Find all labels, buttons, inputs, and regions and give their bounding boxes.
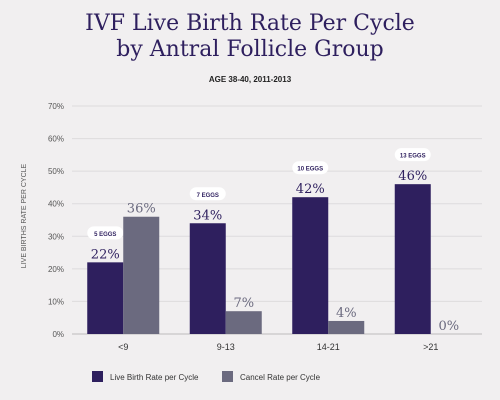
- bar-value-label: 4%: [336, 306, 357, 321]
- bar-live-birth: [87, 262, 124, 334]
- bar-live-birth: [394, 184, 431, 334]
- y-tick-label: 10%: [48, 297, 64, 306]
- legend-label: Live Birth Rate per Cycle: [110, 373, 199, 382]
- x-tick-label: 9-13: [217, 342, 235, 352]
- y-tick-label: 20%: [48, 265, 64, 274]
- y-tick-label: 0%: [52, 330, 64, 339]
- egg-count-badge: [87, 226, 124, 240]
- bar-value-label: 7%: [233, 296, 254, 311]
- x-tick-label: 14-21: [317, 342, 340, 352]
- y-tick-label: 50%: [48, 167, 64, 176]
- y-tick-label: 70%: [48, 102, 64, 111]
- bar-value-label: 36%: [127, 202, 156, 217]
- x-tick-label: <9: [118, 342, 128, 352]
- chart-title-line2: by Antral Follicle Group: [116, 37, 383, 62]
- bar-value-label: 0%: [438, 319, 459, 334]
- bar-value-label: 34%: [193, 208, 222, 223]
- bar-value-label: 42%: [296, 182, 325, 197]
- bar-value-label: 46%: [398, 169, 427, 184]
- legend-swatch: [222, 371, 233, 382]
- legend-swatch: [92, 371, 103, 382]
- egg-count-badge-label: 5 EGGS: [94, 232, 116, 238]
- bar-live-birth: [189, 223, 226, 334]
- chart-subtitle: AGE 38-40, 2011-2013: [209, 75, 292, 84]
- legend-label: Cancel Rate per Cycle: [240, 373, 321, 382]
- bar-live-birth: [292, 197, 329, 334]
- egg-count-badge: [292, 161, 329, 175]
- x-tick-label: >21: [423, 342, 438, 352]
- bar-cancel: [328, 320, 365, 334]
- x-axis-ticks: <9 9-13 14-21 >21: [118, 342, 438, 352]
- legend: Live Birth Rate per Cycle Cancel Rate per…: [92, 371, 321, 382]
- egg-count-badge: [189, 187, 226, 201]
- bar-cancel: [123, 216, 160, 334]
- y-axis-label: LIVE BIRTHS RATE PER CYCLE: [21, 163, 28, 268]
- egg-count-badge-label: 10 EGGS: [297, 167, 323, 173]
- egg-count-badge-label: 13 EGGS: [400, 154, 426, 160]
- y-axis-ticks: 0% 10% 20% 30% 40% 50% 60% 70%: [48, 102, 64, 339]
- y-tick-label: 40%: [48, 200, 64, 209]
- egg-count-badge: [394, 148, 431, 162]
- y-tick-label: 60%: [48, 135, 64, 144]
- chart-title-line1: IVF Live Birth Rate Per Cycle: [85, 11, 415, 36]
- y-tick-label: 30%: [48, 232, 64, 241]
- bar-cancel: [225, 311, 262, 334]
- bars: 22% 5 EGGS 36% 34% 7 EGGS 7% 42% 10 EGGS 4% 46% 13…: [87, 148, 459, 334]
- egg-count-badge-label: 7 EGGS: [197, 193, 219, 199]
- bar-value-label: 22%: [91, 247, 120, 262]
